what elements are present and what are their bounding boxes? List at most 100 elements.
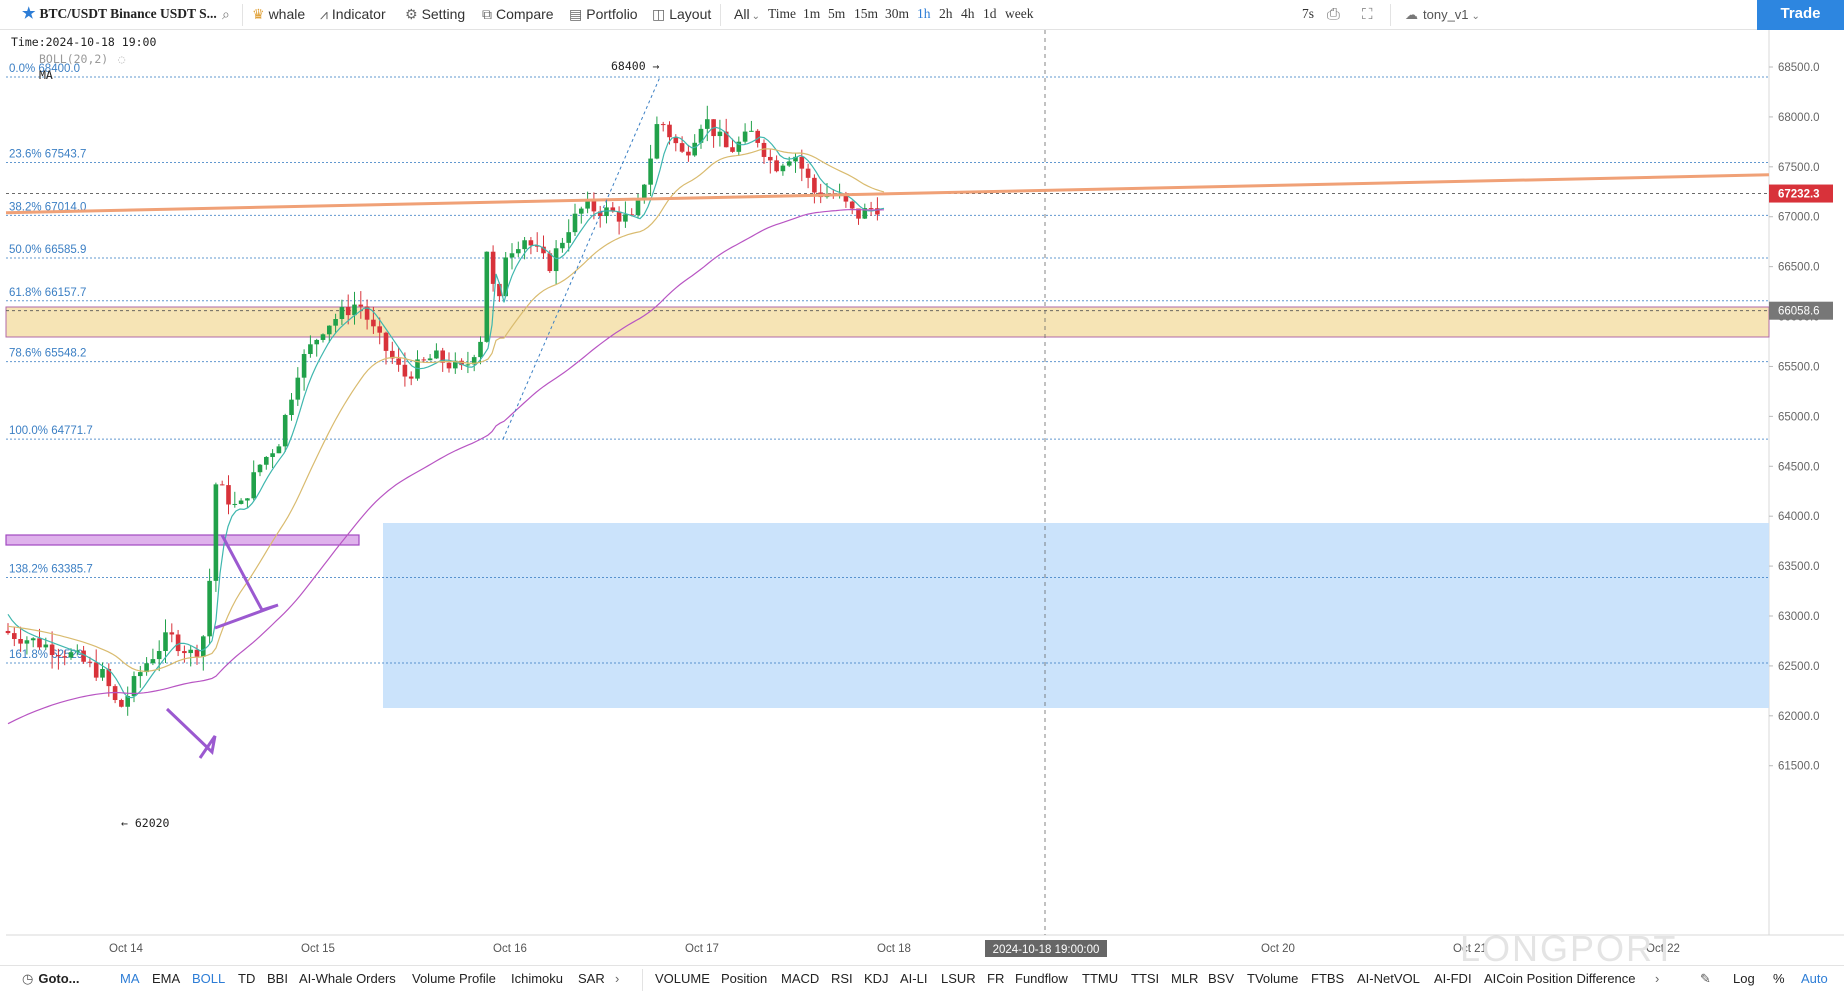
candle-body[interactable] [660,124,666,126]
timeframe-30m[interactable]: 30m [885,6,910,21]
indicator-bbi[interactable]: BBI [267,971,288,986]
log-toggle[interactable]: Log [1733,971,1755,986]
candle-body[interactable] [572,213,578,233]
supply-zone[interactable] [5,306,1770,338]
sub-indicator-fundflow[interactable]: Fundflow [1015,971,1068,986]
candle-body[interactable] [119,700,124,707]
all-dropdown[interactable]: All ⌄ [734,0,760,29]
candle-body[interactable] [150,659,156,664]
candle-body[interactable] [849,201,855,209]
candle-body[interactable] [295,377,301,400]
candle-body[interactable] [730,147,735,152]
candle-body[interactable] [566,232,571,243]
candle-body[interactable] [503,257,508,297]
candle-body[interactable] [308,344,313,355]
candle-body[interactable] [245,498,250,501]
candle-body[interactable] [799,156,805,169]
resistance-box[interactable] [5,534,360,546]
candle-body[interactable] [301,354,307,378]
candle-body[interactable] [62,656,67,658]
candle-body[interactable] [579,208,584,214]
candle-body[interactable] [768,156,773,161]
candle-body[interactable] [163,632,168,652]
candle-body[interactable] [345,307,351,316]
candle-body[interactable] [415,359,420,379]
candle-body[interactable] [238,500,244,504]
indicator-boll[interactable]: BOLL [192,971,226,986]
indicator-td[interactable]: TD [238,971,256,986]
trade-button[interactable]: Trade [1757,0,1844,30]
candle-body[interactable] [276,446,282,454]
indicator-ichimoku[interactable]: Ichimoku [511,971,564,986]
candle-body[interactable] [465,364,471,366]
timeframe-1d[interactable]: 1d [983,6,997,21]
candle-body[interactable] [648,158,653,185]
timeframe-time[interactable]: Time [768,6,797,21]
candle-body[interactable] [862,208,868,219]
setting-button[interactable]: ⚙ Setting [405,0,465,29]
whale-button[interactable]: ♛ whale [252,0,305,29]
trendline[interactable] [5,173,1770,215]
candle-body[interactable] [749,130,754,132]
candle-body[interactable] [314,339,319,345]
candle-body[interactable] [812,177,817,193]
edit-icon[interactable]: ✎ [1700,971,1711,986]
timeframe-2h[interactable]: 2h [939,6,953,21]
auto-toggle[interactable]: Auto [1801,971,1828,986]
candle-body[interactable] [856,208,861,219]
candle-body[interactable] [679,143,685,152]
candle-body[interactable] [635,198,641,216]
candle-body[interactable] [144,663,149,673]
candle-body[interactable] [408,376,414,379]
candle-body[interactable] [673,137,679,144]
candle-body[interactable] [125,696,130,707]
flag-pattern-lower[interactable] [165,707,217,759]
camera-icon[interactable]: ⎙ [1327,6,1340,23]
sub-indicator-tvolume[interactable]: TVolume [1247,971,1299,986]
indicator-ema[interactable]: EMA [152,971,181,986]
candle-body[interactable] [194,649,200,657]
candle-body[interactable] [604,207,609,217]
indicator-ai-whale-orders[interactable]: AI-Whale Orders [299,971,396,986]
candle-body[interactable] [364,306,370,320]
candle-body[interactable] [585,200,590,209]
candle-body[interactable] [12,633,17,639]
candle-body[interactable] [736,141,742,152]
candle-body[interactable] [440,350,445,363]
candle-body[interactable] [623,214,628,222]
candle-body[interactable] [169,632,175,635]
indicator-volume-profile[interactable]: Volume Profile [412,971,496,986]
candle-body[interactable] [18,638,23,644]
candle-body[interactable] [257,464,263,473]
candle-body[interactable] [100,668,105,678]
sub-indicator-rsi[interactable]: RSI [831,971,853,986]
candle-body[interactable] [201,636,206,657]
sub-indicator-ttmu[interactable]: TTMU [1082,971,1119,986]
candle-body[interactable] [358,304,364,307]
candle-body[interactable] [597,211,603,217]
candle-body[interactable] [490,251,496,284]
candle-body[interactable] [219,484,225,486]
fullscreen-icon[interactable]: ⛶ [1362,6,1373,23]
candle-body[interactable] [371,319,376,327]
refresh-interval[interactable]: 7s [1302,6,1315,21]
candle-body[interactable] [793,156,798,162]
candle-body[interactable] [37,638,42,648]
candle-body[interactable] [497,283,502,297]
sub-indicator-macd[interactable]: MACD [781,971,820,986]
candle-body[interactable] [547,253,553,272]
candle-body[interactable] [131,676,137,697]
candle-body[interactable] [723,131,729,148]
candle-body[interactable] [43,644,49,648]
candle-body[interactable] [471,357,477,365]
layout-button[interactable]: ◫ Layout [652,0,711,29]
price-chart[interactable]: 0.0% 68400.0 23.6% 67543.7 38.2% 67014.0 50… [0,30,1844,972]
candle-body[interactable] [516,249,521,254]
candle-body[interactable] [459,360,464,366]
candle-body[interactable] [402,364,408,377]
candle-body[interactable] [93,662,99,678]
candle-body[interactable] [56,655,61,657]
candle-body[interactable] [24,640,30,644]
candle-body[interactable] [396,358,401,365]
candle-body[interactable] [761,142,767,157]
